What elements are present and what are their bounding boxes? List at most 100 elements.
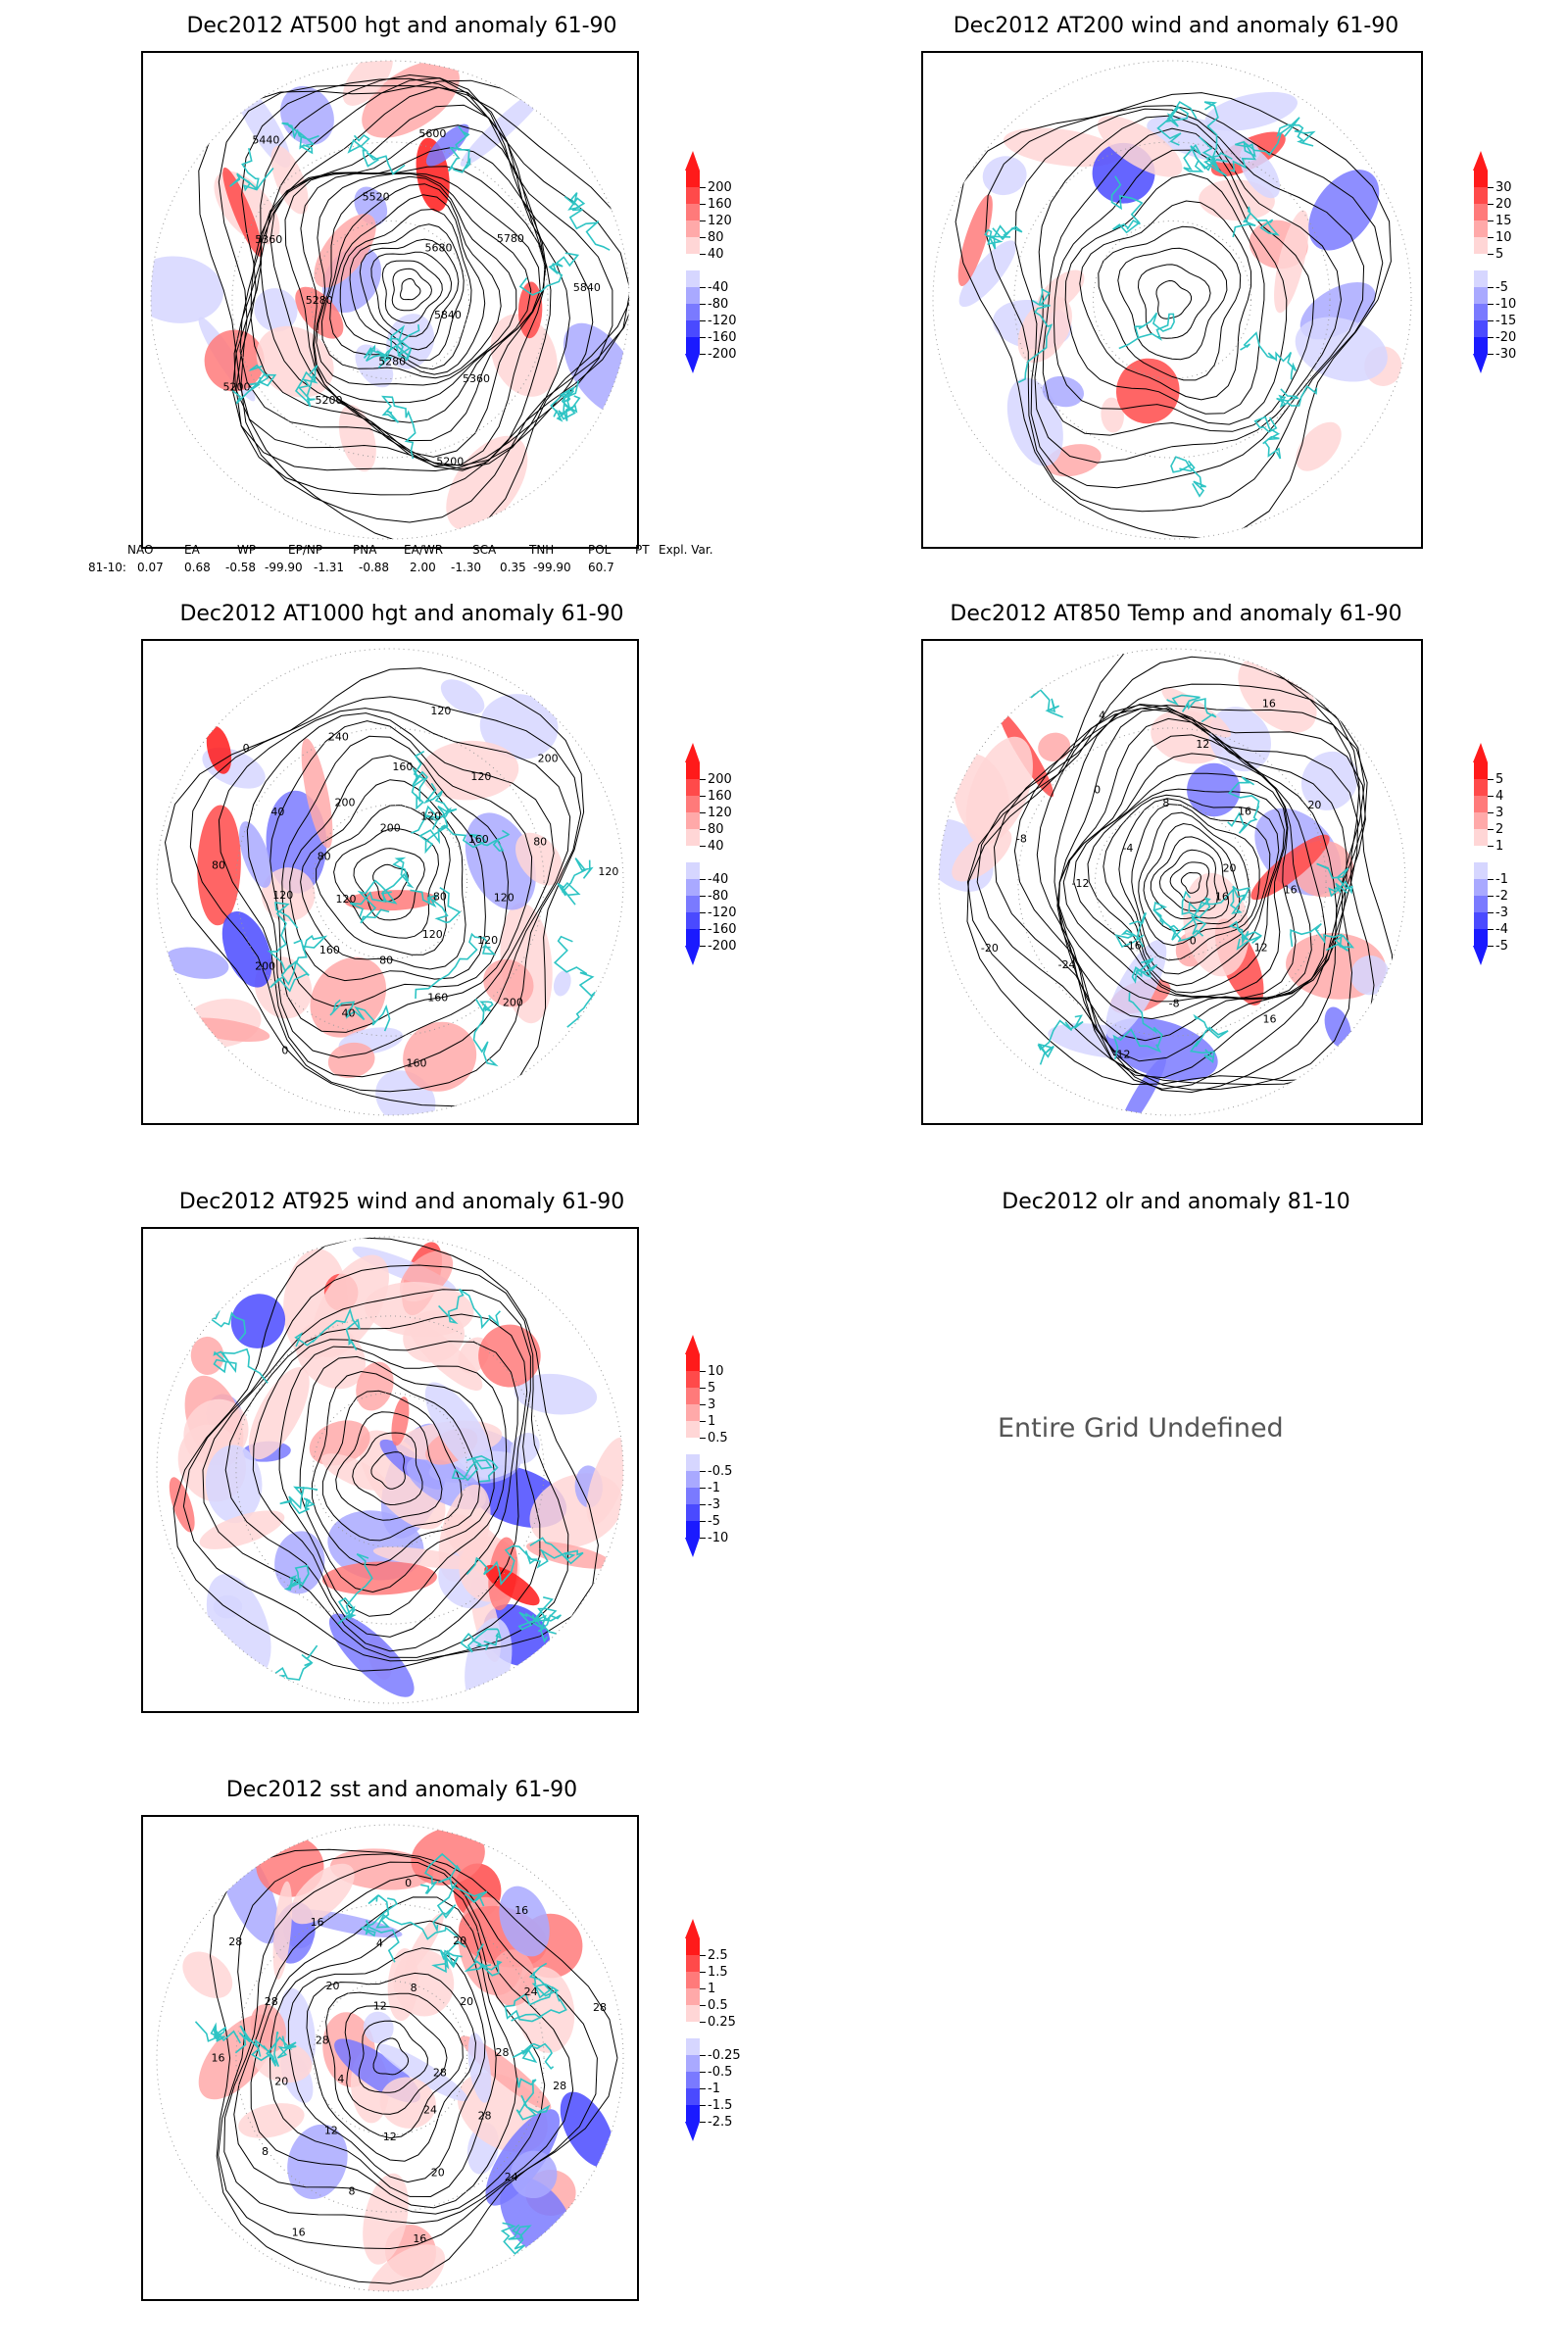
contour-label: 24: [505, 2171, 518, 2183]
colorbar-tick: [700, 2022, 706, 2023]
colorbar-cell: [1474, 929, 1488, 946]
colorbar-label: 10: [1495, 230, 1512, 245]
contour-label: 160: [468, 833, 489, 846]
colorbar-label: 40: [708, 839, 724, 854]
contour-label: 200: [503, 996, 523, 1008]
contour-label: 28: [265, 1995, 278, 2008]
colorbar-tick: [700, 779, 706, 780]
colorbar-tick: [700, 1388, 706, 1389]
colorbar-cell: [686, 2022, 700, 2038]
colorbar-cell: [686, 237, 700, 254]
colorbar-tick: [700, 896, 706, 897]
colorbar-tick: [1488, 187, 1494, 188]
contour-label: 24: [423, 2103, 437, 2116]
colorbar-tick: [1488, 287, 1494, 288]
colorbar-label: -120: [708, 906, 737, 920]
colorbar-tick: [700, 1471, 706, 1472]
map-frame: [141, 1227, 639, 1713]
index-v1: 0.68: [184, 561, 211, 574]
colorbar-tick: [700, 187, 706, 188]
index-v3: -99.90: [265, 561, 303, 574]
colorbar-cell: [686, 337, 700, 354]
contour-label: 40: [342, 1006, 356, 1019]
colorbar-tick: [700, 946, 706, 947]
contour-label: 0: [1190, 934, 1197, 947]
contour-label: 120: [470, 770, 491, 783]
colorbar-tick: [700, 1521, 706, 1522]
colorbar-cell: [686, 796, 700, 812]
colorbar-tick: [700, 812, 706, 813]
colorbar-tick: [1488, 254, 1494, 255]
contour-label: 20: [274, 2075, 288, 2087]
contour-label: 4: [1099, 710, 1105, 722]
colorbar-label: 80: [708, 230, 724, 245]
colorbar-cell: [686, 171, 700, 187]
colorbar-cell: [686, 304, 700, 320]
colorbar-label: -200: [708, 939, 737, 954]
colorbar-tick: [700, 237, 706, 238]
panel-title: Dec2012 olr and anomaly 81-10: [1002, 1190, 1350, 1214]
panel-at850: Dec2012 AT850 Temp and anomaly 61-90 16 1…: [921, 602, 1509, 1151]
map-fields: [955, 91, 1402, 539]
contour-label: 20: [1223, 862, 1237, 875]
colorbar-cell: [1474, 779, 1488, 796]
colorbar-label: -5: [708, 1514, 720, 1529]
colorbar-tick: [700, 354, 706, 355]
colorbar-tick: [1488, 796, 1494, 797]
colorbar-tick: [700, 1972, 706, 1973]
contour-label: 8: [262, 2145, 269, 2158]
colorbar-cell: [686, 254, 700, 270]
contour-label: 16: [211, 2051, 224, 2064]
colorbar-label: -40: [708, 280, 729, 295]
contour-label: -4: [1122, 842, 1133, 855]
contour-label: 120: [336, 893, 357, 906]
contour-label: 12: [383, 2131, 397, 2143]
contour-label: 16: [1238, 805, 1251, 817]
colorbar-label: 2.5: [708, 1948, 728, 1963]
colorbar-cell: [686, 829, 700, 846]
colorbar-label: 4: [1495, 789, 1504, 804]
colorbar-cell: [686, 287, 700, 304]
colorbar-cell: [686, 1471, 700, 1488]
polar-map: 5840 5360 5200 5280 5200 5200 5280 5360 5440 5520…: [150, 60, 630, 540]
colorbar-label: 40: [708, 247, 724, 262]
colorbar-tick: [700, 287, 706, 288]
contour-label: 120: [422, 928, 443, 941]
colorbar-tick: [700, 1955, 706, 1956]
colorbar-tick: [700, 829, 706, 830]
colorbar-cell: [1474, 812, 1488, 829]
contour-label: 160: [392, 760, 413, 773]
colorbar-label: -160: [708, 922, 737, 937]
contour-label: -24: [1058, 958, 1076, 971]
colorbar-cell: [686, 1988, 700, 2005]
colorbar-tick: [700, 2005, 706, 2006]
contour-label: 200: [380, 821, 401, 834]
colorbar-label: 0.25: [708, 2015, 736, 2030]
map-fields: [151, 61, 629, 539]
colorbar-cell: [1474, 320, 1488, 337]
contour-label: 5680: [425, 242, 453, 255]
colorbar-tick: [700, 2105, 706, 2106]
colorbar-tick: [700, 2055, 706, 2056]
colorbar-cell: [686, 2055, 700, 2072]
contour-label: 28: [478, 2110, 492, 2123]
colorbar-cell: [686, 2072, 700, 2088]
colorbar-cell: [686, 929, 700, 946]
colorbar-cell: [686, 2038, 700, 2055]
colorbar-tick: [700, 1538, 706, 1539]
colorbar-cell: [686, 879, 700, 896]
contour-label: 5200: [436, 456, 464, 468]
colorbar-tick: [700, 337, 706, 338]
colorbar-arrow-bottom: [685, 2122, 700, 2141]
colorbar-arrow-top: [1473, 743, 1488, 762]
contour-label: 5840: [573, 281, 601, 294]
contour-label: 80: [318, 851, 331, 863]
map-fields: [164, 667, 597, 1115]
undefined-message: Entire Grid Undefined: [998, 1413, 1284, 1444]
contour-label: 5280: [306, 294, 333, 307]
contour-label: 5280: [378, 356, 406, 368]
colorbar-label: 80: [708, 822, 724, 837]
contour-label: 20: [453, 1935, 466, 1947]
contour-label: 20: [325, 1980, 339, 1992]
contour-label: 200: [538, 752, 559, 764]
